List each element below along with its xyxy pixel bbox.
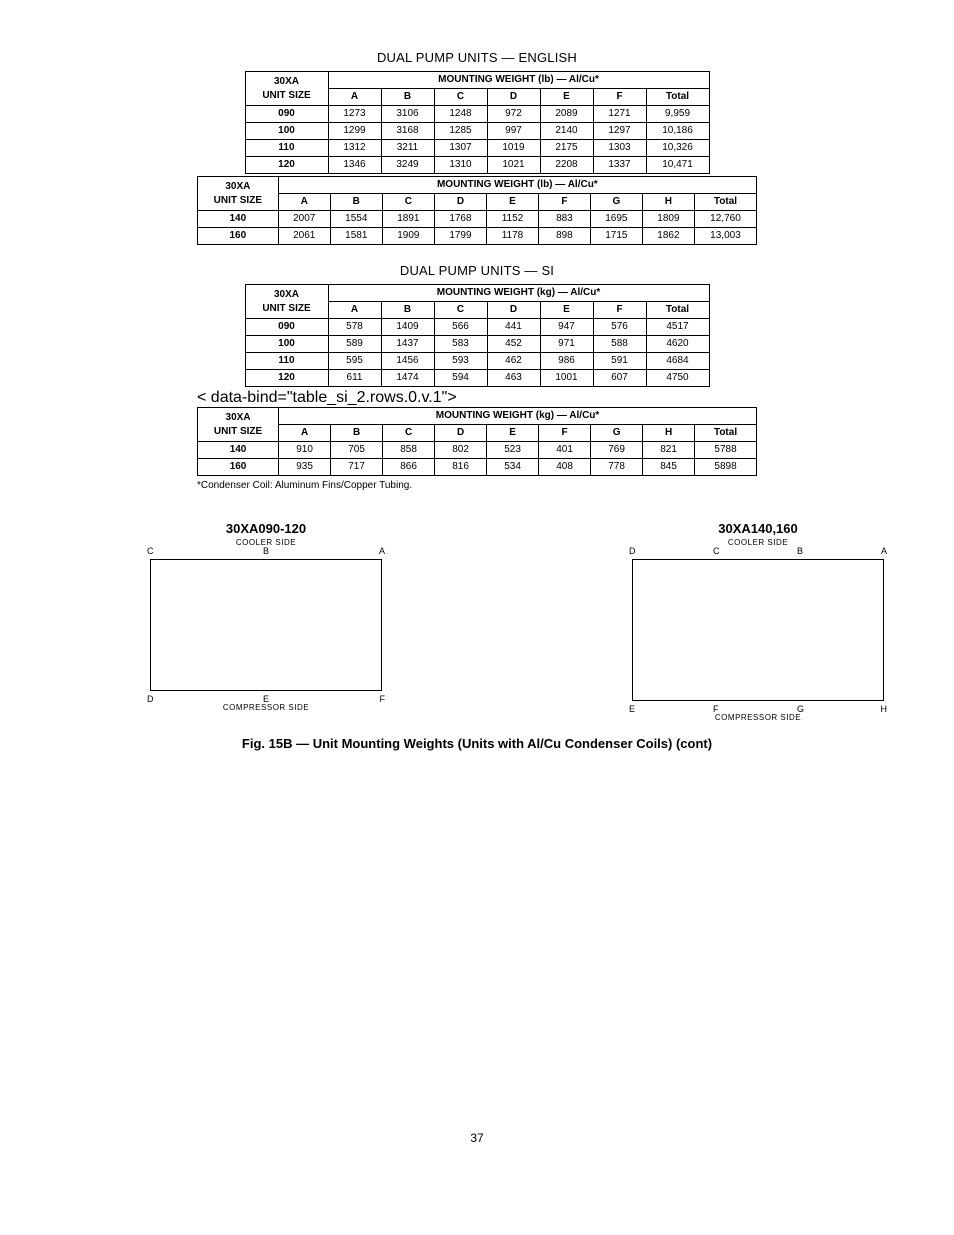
table-english-1: 30XA UNIT SIZE MOUNTING WEIGHT (lb) — Al… [245,71,710,174]
cooler-side-label: COOLER SIDE [728,538,788,547]
table-row: 120611147459446310016074750 [245,370,709,387]
mount-point-label: B [797,546,803,556]
diagram-rect: D C B A E F G H [632,559,884,701]
mount-point-label: B [263,546,269,556]
mount-point-label: F [713,704,719,714]
diagram-rect: C B A D E F [150,559,382,691]
table-si-2: 30XA UNIT SIZE MOUNTING WEIGHT (kg) — Al… [197,407,757,476]
mount-point-label: E [263,694,269,704]
mount-point-label: G [797,704,804,714]
table-header-span: MOUNTING WEIGHT (lb) — Al/Cu* [278,177,756,194]
compressor-side-label: COMPRESSOR SIDE [223,703,309,712]
mount-point-label: C [713,546,720,556]
table-header-span: MOUNTING WEIGHT (kg) — Al/Cu* [328,285,709,302]
compressor-side-label: COMPRESSOR SIDE [715,713,801,722]
mount-point-label: E [629,704,635,714]
table-row: 1001299316812859972140129710,186 [245,123,709,140]
unit-size-label: UNIT SIZE [214,195,262,206]
unit-size-label: 30XA [274,289,299,300]
table-si-1: 30XA UNIT SIZE MOUNTING WEIGHT (kg) — Al… [245,284,710,387]
table-row: 160206115811909179911788981715186213,003 [198,228,757,245]
diagram-30xa140-160: 30XA140,160 COOLER SIDE D C B A E F G H … [632,521,884,722]
mount-point-label: F [380,694,386,704]
unit-size-label: UNIT SIZE [262,90,310,101]
table-col-headers: ABCDEFGHTotal [198,425,757,442]
mount-point-label: A [379,546,385,556]
section-title-si: DUAL PUMP UNITS — SI [197,263,757,278]
figure-caption: Fig. 15B — Unit Mounting Weights (Units … [30,736,924,751]
unit-size-label: 30XA [226,412,251,423]
mount-point-label: D [629,546,636,556]
footnote: *Condenser Coil: Aluminum Fins/Copper Tu… [197,480,757,491]
table-row: 11013123211130710192175130310,326 [245,140,709,157]
table-row: 1609357178668165344087788455898 [198,459,757,476]
page-number: 37 [30,1131,924,1145]
diagram-title: 30XA140,160 [718,521,798,536]
mount-point-label: C [147,546,154,556]
section-title-english: DUAL PUMP UNITS — ENGLISH [197,50,757,65]
table-row: 11059514565934629865914684 [245,353,709,370]
mount-point-label: H [881,704,888,714]
table-english-2: 30XA UNIT SIZE MOUNTING WEIGHT (lb) — Al… [197,176,757,245]
table-header-span: MOUNTING WEIGHT (lb) — Al/Cu* [328,72,709,89]
table-row: 090127331061248972208912719,959 [245,106,709,123]
table-row: 12013463249131010212208133710,471 [245,157,709,174]
table-row: 1409107058588025234017698215788 [198,442,757,459]
unit-size-label: UNIT SIZE [214,426,262,437]
table-row: 09057814095664419475764517 [245,319,709,336]
table-row: 10058914375834529715884620 [245,336,709,353]
table-col-headers: ABCDEFGHTotal [198,194,757,211]
table-header-span: MOUNTING WEIGHT (kg) — Al/Cu* [279,408,757,425]
table-row: 140200715541891176811528831695180912,760 [198,211,757,228]
unit-size-label: 30XA [274,76,299,87]
unit-size-label: 30XA [225,181,250,192]
mount-point-label: D [147,694,154,704]
diagram-30xa090-120: 30XA090-120 COOLER SIDE C B A D E F COMP… [150,521,382,722]
unit-size-label: UNIT SIZE [262,303,310,314]
diagram-title: 30XA090-120 [226,521,306,536]
mount-point-label: A [881,546,887,556]
